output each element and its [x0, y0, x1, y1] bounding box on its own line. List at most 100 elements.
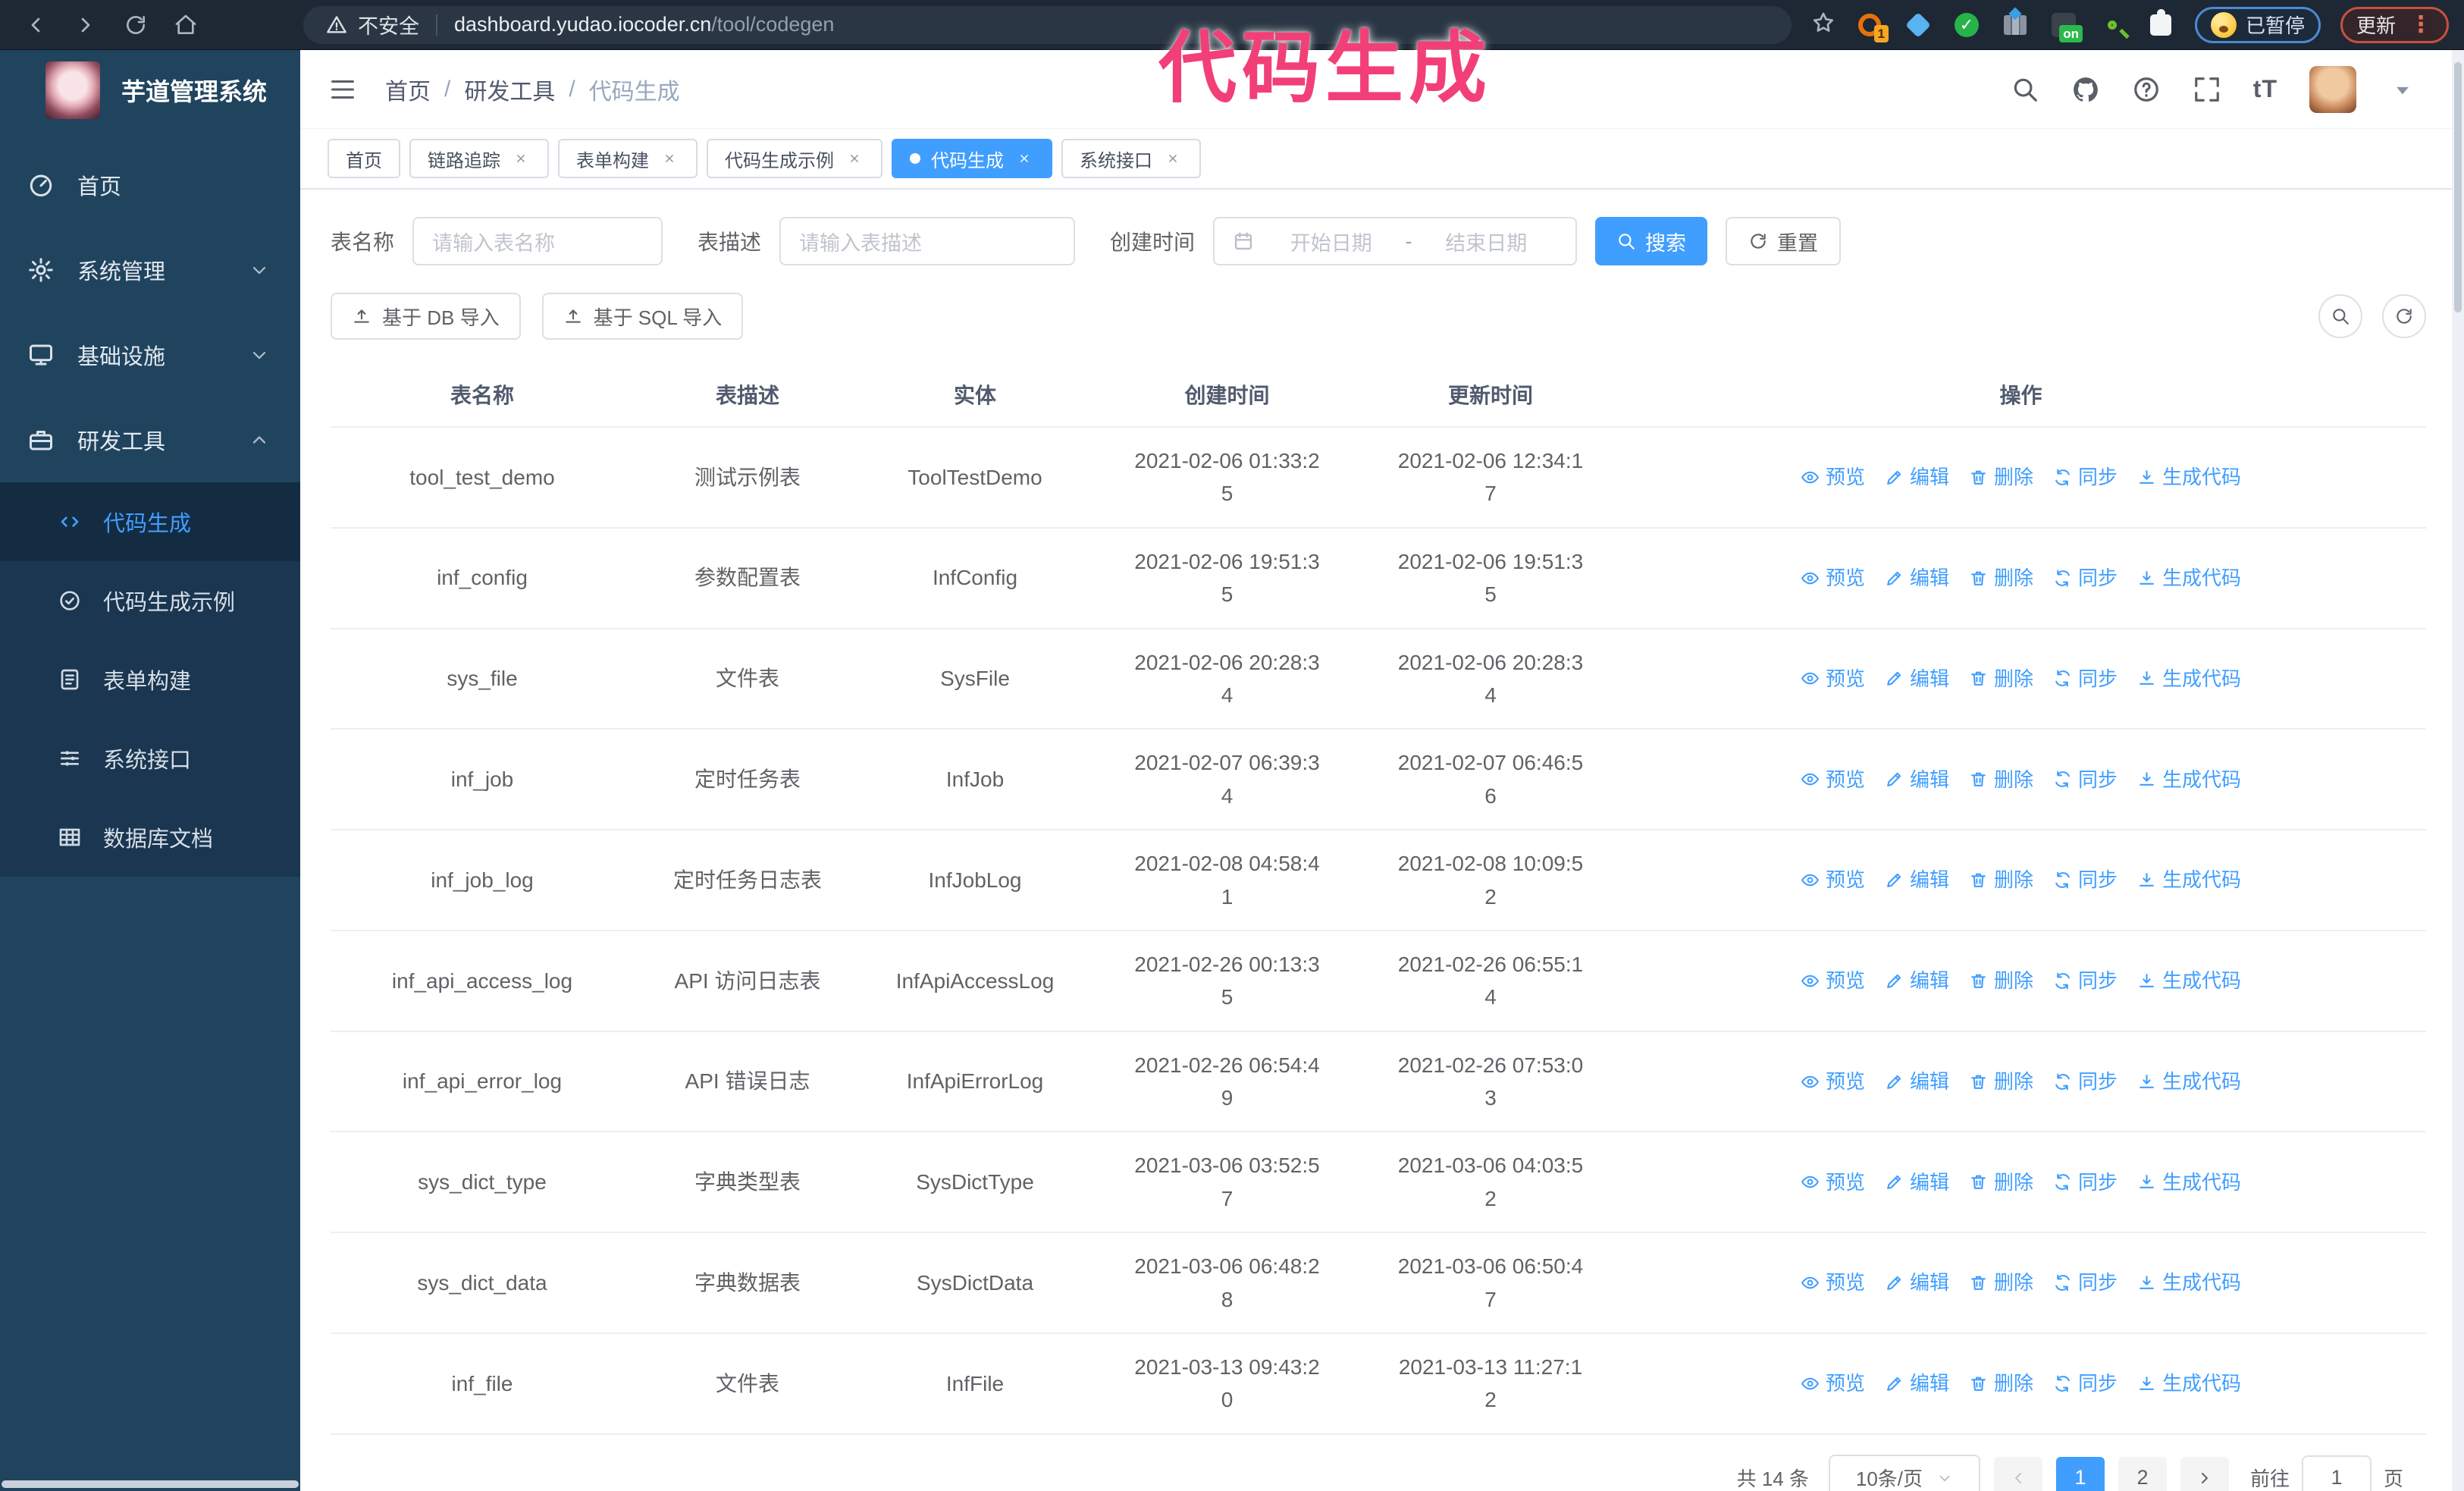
refresh-table-button[interactable] [2382, 294, 2426, 338]
trash-action-link[interactable]: 删除 [1969, 1368, 2033, 1398]
tab-表单构建[interactable]: 表单构建 [558, 139, 698, 178]
edit-action-link[interactable]: 编辑 [1885, 1368, 1949, 1398]
reset-button[interactable]: 重置 [1726, 217, 1842, 265]
eye-action-link[interactable]: 预览 [1801, 1066, 1865, 1097]
sync-action-link[interactable]: 同步 [2053, 664, 2118, 694]
tab-close-icon[interactable] [660, 149, 679, 168]
download-action-link[interactable]: 生成代码 [2137, 965, 2241, 996]
tab-代码生成示例[interactable]: 代码生成示例 [707, 139, 882, 178]
sync-action-link[interactable]: 同步 [2053, 563, 2118, 593]
tab-close-icon[interactable] [1014, 149, 1034, 168]
search-button[interactable]: 搜索 [1595, 217, 1708, 265]
fullscreen-icon[interactable] [2193, 75, 2221, 104]
chrome-menu-dots-icon[interactable]: ⋮ [2409, 12, 2433, 37]
trash-action-link[interactable]: 删除 [1969, 1267, 2033, 1298]
extension-ring-icon[interactable]: 1 [1855, 11, 1889, 42]
horizontal-scrollbar-thumb[interactable] [2, 1480, 299, 1488]
download-action-link[interactable]: 生成代码 [2137, 563, 2241, 593]
page-button-1[interactable]: 1 [2055, 1456, 2105, 1491]
browser-forward-button[interactable] [68, 8, 103, 42]
edit-action-link[interactable]: 编辑 [1885, 1167, 1949, 1198]
prev-page-button[interactable] [1993, 1456, 2042, 1491]
browser-home-button[interactable] [168, 8, 203, 42]
sync-action-link[interactable]: 同步 [2053, 1167, 2118, 1198]
trash-action-link[interactable]: 删除 [1969, 462, 2033, 492]
download-action-link[interactable]: 生成代码 [2137, 1267, 2241, 1298]
download-action-link[interactable]: 生成代码 [2137, 865, 2241, 895]
sidebar-subitem-form[interactable]: 表单构建 [0, 640, 300, 719]
tab-系统接口[interactable]: 系统接口 [1061, 139, 1201, 178]
sidebar-subitem-api[interactable]: 系统接口 [0, 719, 300, 798]
page-size-select[interactable]: 10条/页 [1828, 1454, 1980, 1491]
sync-action-link[interactable]: 同步 [2053, 462, 2118, 492]
extension-key-icon[interactable] [2098, 11, 2127, 39]
tab-close-icon[interactable] [845, 149, 864, 168]
bookmark-star-icon[interactable] [1811, 11, 1835, 39]
edit-action-link[interactable]: 编辑 [1885, 1267, 1949, 1298]
eye-action-link[interactable]: 预览 [1801, 462, 1865, 492]
sync-action-link[interactable]: 同步 [2053, 764, 2118, 795]
sidebar-item-gear[interactable]: 系统管理 [0, 228, 300, 312]
toggle-search-button[interactable] [2318, 294, 2362, 338]
browser-back-button[interactable] [18, 8, 53, 42]
user-avatar[interactable] [2309, 65, 2356, 113]
github-icon[interactable] [2071, 75, 2100, 104]
chrome-update-button[interactable]: 更新 ⋮ [2340, 6, 2449, 43]
sync-action-link[interactable]: 同步 [2053, 1066, 2118, 1097]
tab-close-icon[interactable] [511, 149, 531, 168]
extension-columns-icon[interactable] [2001, 11, 2030, 39]
eye-action-link[interactable]: 预览 [1801, 664, 1865, 694]
sync-action-link[interactable]: 同步 [2053, 1267, 2118, 1298]
breadcrumb-tools[interactable]: 研发工具 [464, 79, 556, 105]
trash-action-link[interactable]: 删除 [1969, 1066, 2033, 1097]
sidebar-subitem-code[interactable]: 代码生成 [0, 482, 300, 561]
tab-close-icon[interactable] [1163, 149, 1183, 168]
goto-page-input[interactable]: 1 [2301, 1455, 2372, 1491]
eye-action-link[interactable]: 预览 [1801, 965, 1865, 996]
page-button-2[interactable]: 2 [2118, 1456, 2167, 1491]
trash-action-link[interactable]: 删除 [1969, 664, 2033, 694]
extension-dark-icon[interactable]: on [2049, 11, 2083, 42]
eye-action-link[interactable]: 预览 [1801, 1368, 1865, 1398]
extension-gem-icon[interactable] [1904, 11, 1933, 39]
trash-action-link[interactable]: 删除 [1969, 563, 2033, 593]
browser-reload-button[interactable] [118, 8, 153, 42]
download-action-link[interactable]: 生成代码 [2137, 1368, 2241, 1398]
sql-import-button[interactable]: 基于 SQL 导入 [541, 293, 744, 340]
trash-action-link[interactable]: 删除 [1969, 1167, 2033, 1198]
next-page-button[interactable] [2180, 1456, 2229, 1491]
download-action-link[interactable]: 生成代码 [2137, 1167, 2241, 1198]
eye-action-link[interactable]: 预览 [1801, 865, 1865, 895]
download-action-link[interactable]: 生成代码 [2137, 664, 2241, 694]
edit-action-link[interactable]: 编辑 [1885, 462, 1949, 492]
paused-extension-badge[interactable]: 已暂停 [2194, 6, 2321, 43]
date-range-picker[interactable]: 开始日期 - 结束日期 [1213, 217, 1578, 265]
avatar-caret-down-icon[interactable] [2388, 75, 2417, 104]
font-size-icon[interactable]: tT [2252, 75, 2277, 102]
sidebar-subitem-database[interactable]: 数据库文档 [0, 798, 300, 877]
eye-action-link[interactable]: 预览 [1801, 1167, 1865, 1198]
edit-action-link[interactable]: 编辑 [1885, 1066, 1949, 1097]
eye-action-link[interactable]: 预览 [1801, 1267, 1865, 1298]
db-import-button[interactable]: 基于 DB 导入 [331, 293, 521, 340]
edit-action-link[interactable]: 编辑 [1885, 563, 1949, 593]
tab-代码生成[interactable]: 代码生成 [892, 139, 1052, 178]
address-bar[interactable]: 不安全 dashboard.yudao.iocoder.cn /tool/cod… [303, 5, 1792, 44]
vertical-scrollbar-track[interactable] [2452, 50, 2464, 1491]
sidebar-item-monitor[interactable]: 基础设施 [0, 312, 300, 397]
sidebar-subitem-example[interactable]: 代码生成示例 [0, 561, 300, 640]
eye-action-link[interactable]: 预览 [1801, 764, 1865, 795]
sidebar-item-toolbox[interactable]: 研发工具 [0, 397, 300, 482]
tab-链路追踪[interactable]: 链路追踪 [409, 139, 549, 178]
edit-action-link[interactable]: 编辑 [1885, 764, 1949, 795]
header-search-icon[interactable] [2011, 75, 2039, 104]
table-name-input[interactable]: 请输入表名称 [412, 217, 663, 265]
download-action-link[interactable]: 生成代码 [2137, 764, 2241, 795]
edit-action-link[interactable]: 编辑 [1885, 965, 1949, 996]
app-logo[interactable]: 芋道管理系统 [0, 50, 300, 130]
sync-action-link[interactable]: 同步 [2053, 965, 2118, 996]
sidebar-item-dashboard[interactable]: 首页 [0, 143, 300, 228]
download-action-link[interactable]: 生成代码 [2137, 1066, 2241, 1097]
table-desc-input[interactable]: 请输入表描述 [779, 217, 1076, 265]
extension-check-icon[interactable]: ✓ [1952, 11, 1981, 39]
